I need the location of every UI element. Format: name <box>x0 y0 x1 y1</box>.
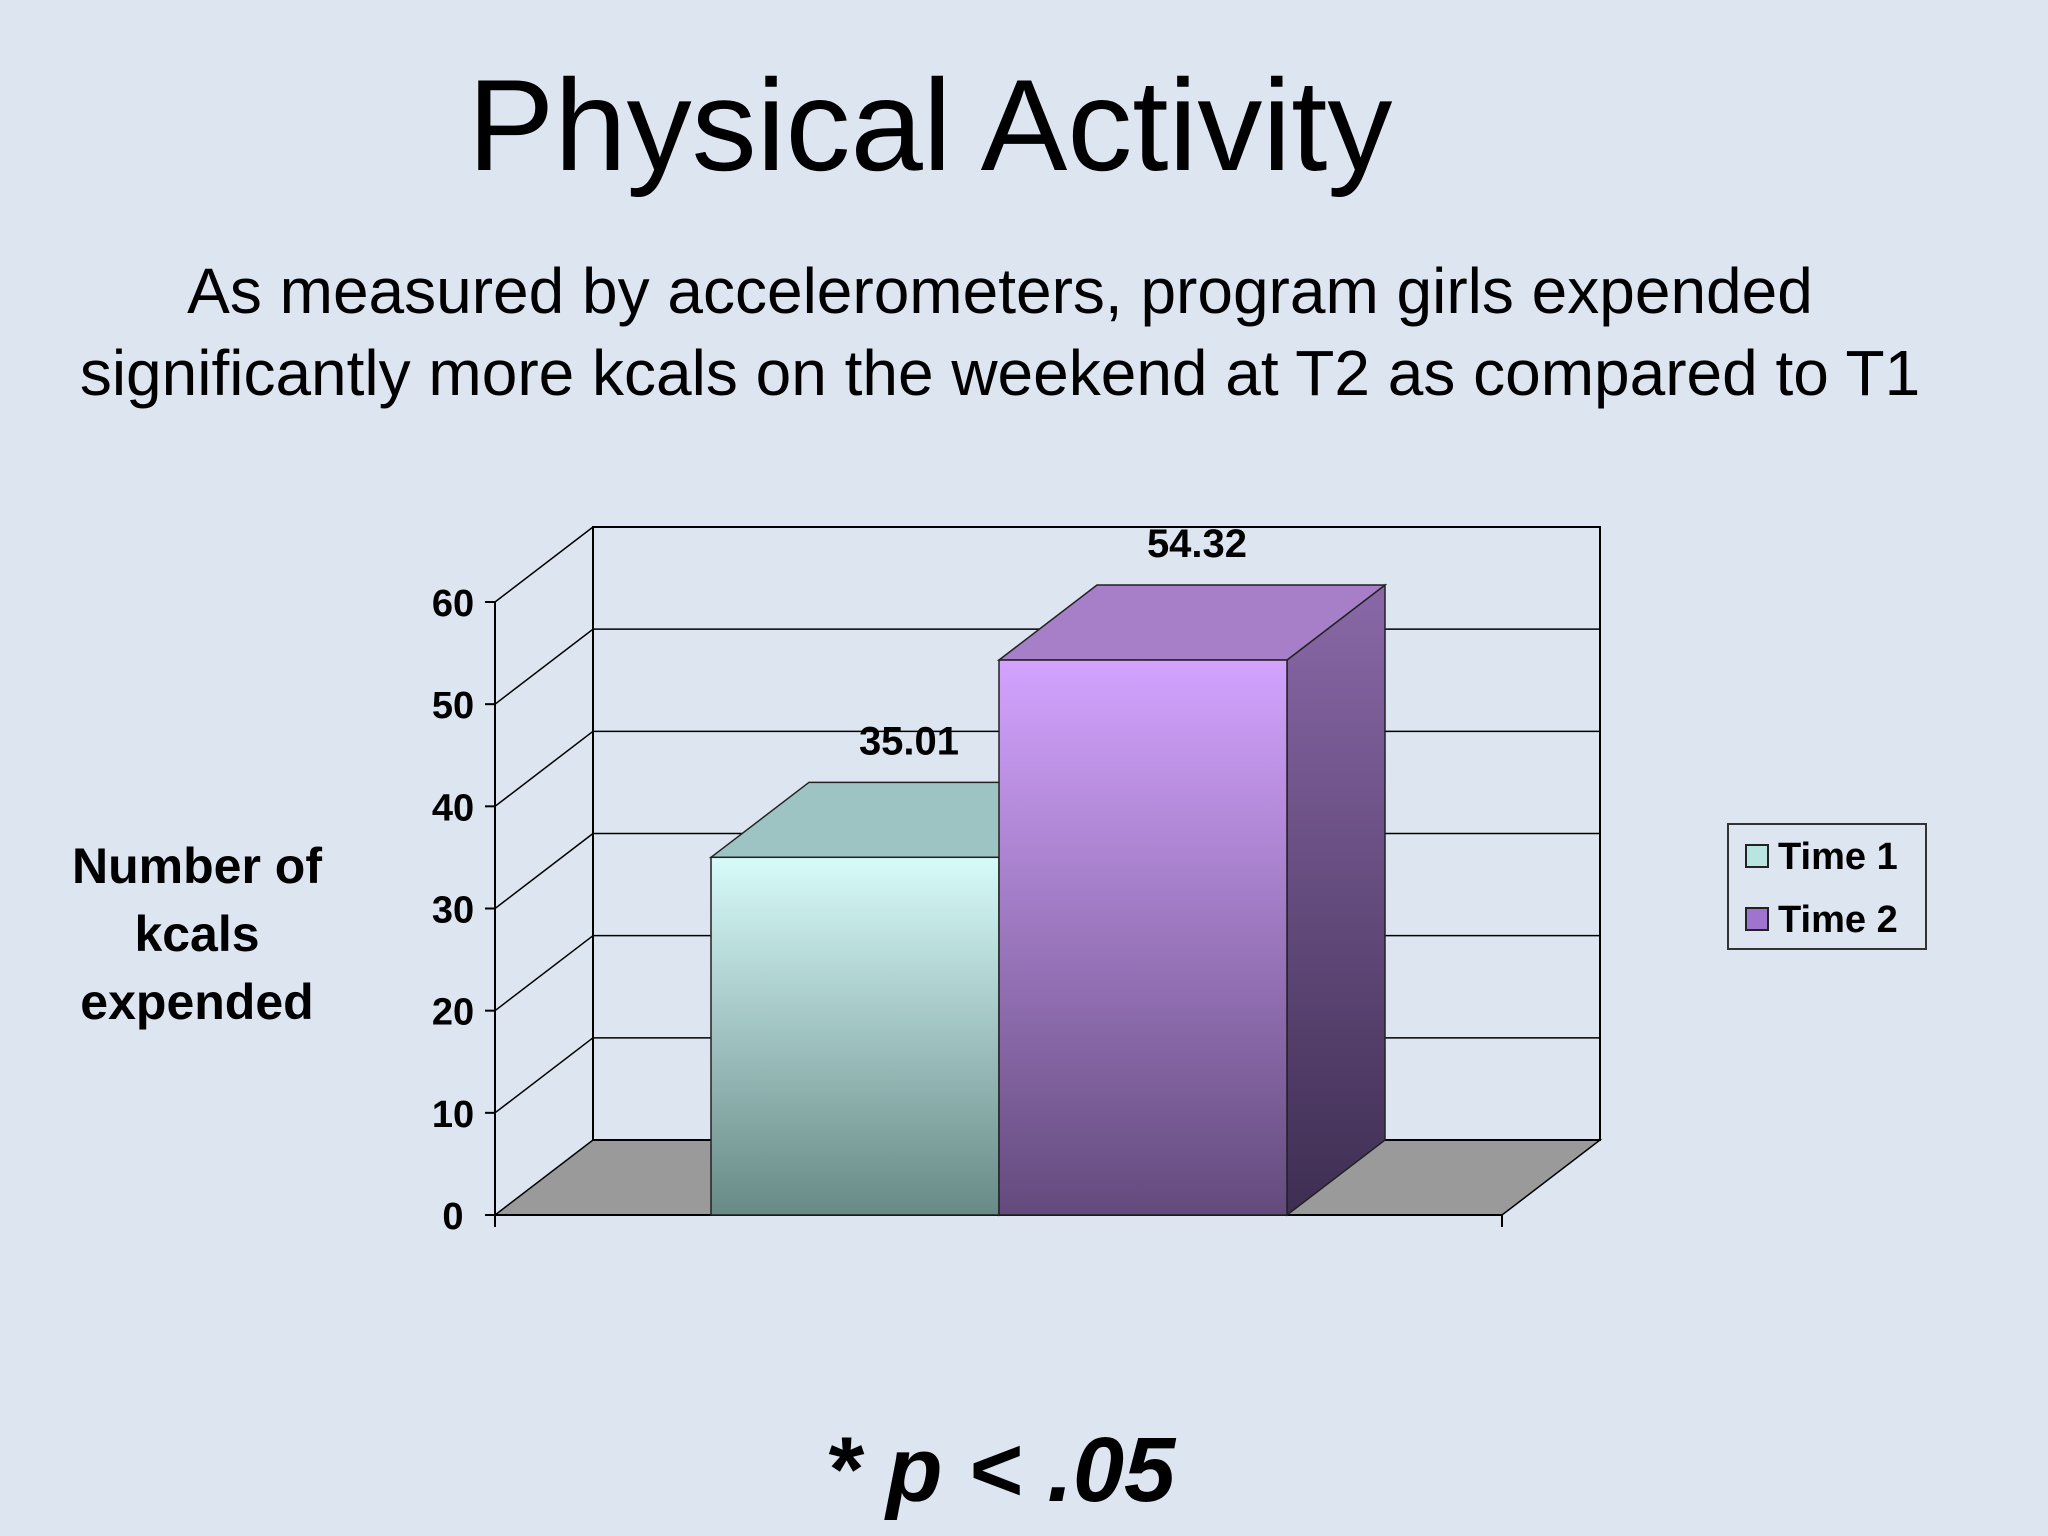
gridline-side <box>494 1037 594 1114</box>
legend-label-1: Time 1 <box>1778 836 1898 878</box>
bar-front-face <box>998 659 1288 1216</box>
bar-2 <box>996 583 1388 1217</box>
bar-side-face <box>1286 583 1386 1217</box>
gridline-side <box>494 730 594 807</box>
y-axis-title: Number of kcals expended <box>30 832 364 1036</box>
y-axis-title-line-1: Number of <box>72 838 322 894</box>
legend-swatch-1 <box>1745 844 1769 868</box>
gridline-side <box>494 526 594 603</box>
y-tick-label: 30 <box>432 890 474 932</box>
legend-swatch-2 <box>1745 907 1769 931</box>
y-tick-label: 50 <box>432 685 474 727</box>
chart-bars <box>708 583 1388 1217</box>
gridline-side <box>494 935 594 1012</box>
y-tick-label: 60 <box>432 583 474 625</box>
y-axis-title-line-2: kcals <box>134 906 260 962</box>
slide-subtitle: As measured by accelerometers, program g… <box>0 250 2000 414</box>
y-axis-title-line-3: expended <box>80 974 314 1030</box>
y-tick-label: 20 <box>432 992 474 1034</box>
chart-legend: Time 1 Time 2 <box>1727 823 1927 950</box>
chart-labels: 0 10 20 30 40 50 60 35.01 54.32 <box>432 522 1247 1238</box>
slide-title: Physical Activity <box>467 52 1393 198</box>
subtitle-line-2: significantly more kcals on the weekend … <box>79 337 1921 409</box>
legend-label-2: Time 2 <box>1778 899 1898 941</box>
y-tick-label: 10 <box>432 1094 474 1136</box>
subtitle-line-1: As measured by accelerometers, program g… <box>187 255 1813 327</box>
data-label-1: 35.01 <box>859 719 959 763</box>
y-tick-label: 0 <box>442 1196 463 1238</box>
bar-front-face <box>710 856 1000 1216</box>
data-label-2: 54.32 <box>1147 522 1247 566</box>
significance-footnote: * p < .05 <box>824 1419 1176 1521</box>
y-tick-label: 40 <box>432 787 474 829</box>
gridline-side <box>494 832 594 910</box>
gridline-side <box>494 628 594 705</box>
